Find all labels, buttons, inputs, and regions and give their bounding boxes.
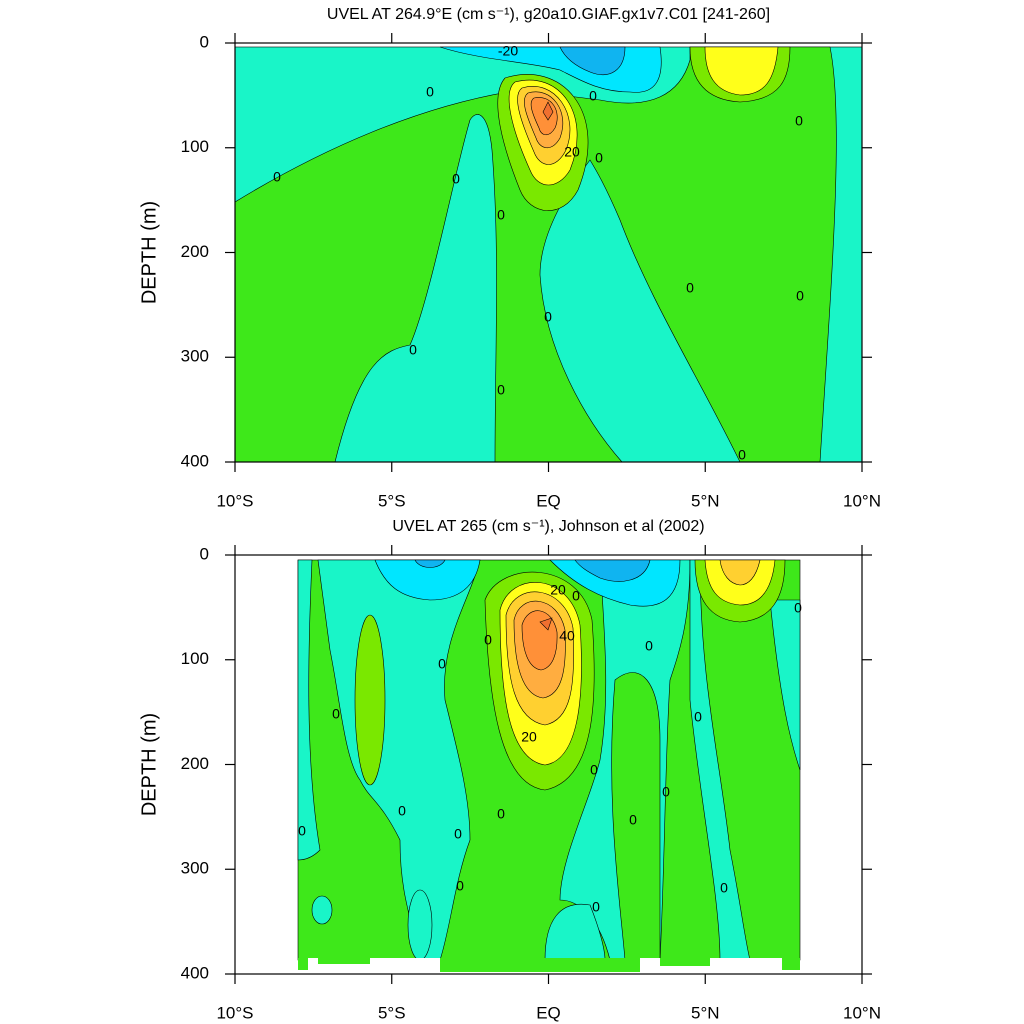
y-tick-label: 100 — [181, 649, 209, 668]
y-axis-label: DEPTH (m) — [138, 201, 160, 304]
y-tick-label: 300 — [181, 859, 209, 878]
contour-label: 0 — [629, 812, 637, 828]
x-tick-label: EQ — [536, 491, 561, 510]
contour-label: 0 — [720, 880, 728, 896]
contour-label: 0 — [497, 806, 505, 822]
contour-label: 0 — [694, 709, 702, 725]
contour-label: 0 — [497, 207, 505, 223]
y-tick-label: 100 — [181, 137, 209, 156]
contour-label: 0 — [484, 632, 492, 648]
contour-label: 0 — [454, 826, 462, 842]
x-tick-label: 10°S — [216, 1003, 253, 1022]
x-tick-label: 5°S — [378, 1003, 406, 1022]
x-tick-label: 10°N — [843, 1003, 881, 1022]
contour-label: 0 — [595, 150, 603, 166]
y-tick-label: 0 — [200, 544, 209, 563]
panel-1-fill — [234, 46, 863, 463]
contour-label: 0 — [662, 784, 670, 800]
y-tick-label: 400 — [181, 963, 209, 982]
contour-label: 0 — [409, 342, 417, 358]
contour-label: 0 — [273, 169, 281, 185]
contour-label: 0 — [332, 706, 340, 722]
panel-2-fill — [297, 559, 801, 974]
y-tick-label: 400 — [181, 451, 209, 470]
x-tick-label: 5°S — [378, 491, 406, 510]
contour-label: 0 — [298, 823, 306, 839]
contour-label: 0 — [456, 878, 464, 894]
x-tick-label: EQ — [536, 1003, 561, 1022]
contour-label: 40 — [559, 628, 575, 644]
contour-label: 0 — [589, 88, 597, 104]
contour-label: 0 — [645, 638, 653, 654]
y-tick-label: 300 — [181, 347, 209, 366]
contour-label: 0 — [794, 600, 802, 616]
y-tick-label: 200 — [181, 242, 209, 261]
contour-label: -20 — [498, 43, 518, 59]
contour-label: 0 — [452, 171, 460, 187]
contour-label: 0 — [795, 113, 803, 129]
x-tick-label: 10°N — [843, 491, 881, 510]
contour-label: 0 — [796, 288, 804, 304]
contour-label: 0 — [544, 309, 552, 325]
panel-title: UVEL AT 264.9°E (cm s⁻¹), g20a10.GIAF.gx… — [327, 6, 770, 23]
contour-label: 0 — [398, 803, 406, 819]
contour-label: 0 — [426, 84, 434, 100]
x-tick-label: 5°N — [691, 491, 720, 510]
contour-label: 20 — [521, 729, 537, 745]
y-tick-label: 0 — [200, 32, 209, 51]
x-tick-label: 10°S — [216, 491, 253, 510]
contour-label: 0 — [572, 588, 580, 604]
contour-label: 0 — [438, 656, 446, 672]
contour-label: 0 — [497, 382, 505, 398]
panel-title: UVEL AT 265 (cm s⁻¹), Johnson et al (200… — [392, 518, 704, 535]
contour-label: 0 — [590, 762, 598, 778]
y-axis-label: DEPTH (m) — [138, 713, 160, 816]
contour-label: 0 — [592, 899, 600, 915]
y-tick-label: 200 — [181, 754, 209, 773]
contour-label: 20 — [550, 582, 566, 598]
contour-label: 0 — [686, 280, 694, 296]
x-tick-label: 5°N — [691, 1003, 720, 1022]
contour-label: 20 — [564, 144, 580, 160]
contour-label: 0 — [738, 447, 746, 463]
